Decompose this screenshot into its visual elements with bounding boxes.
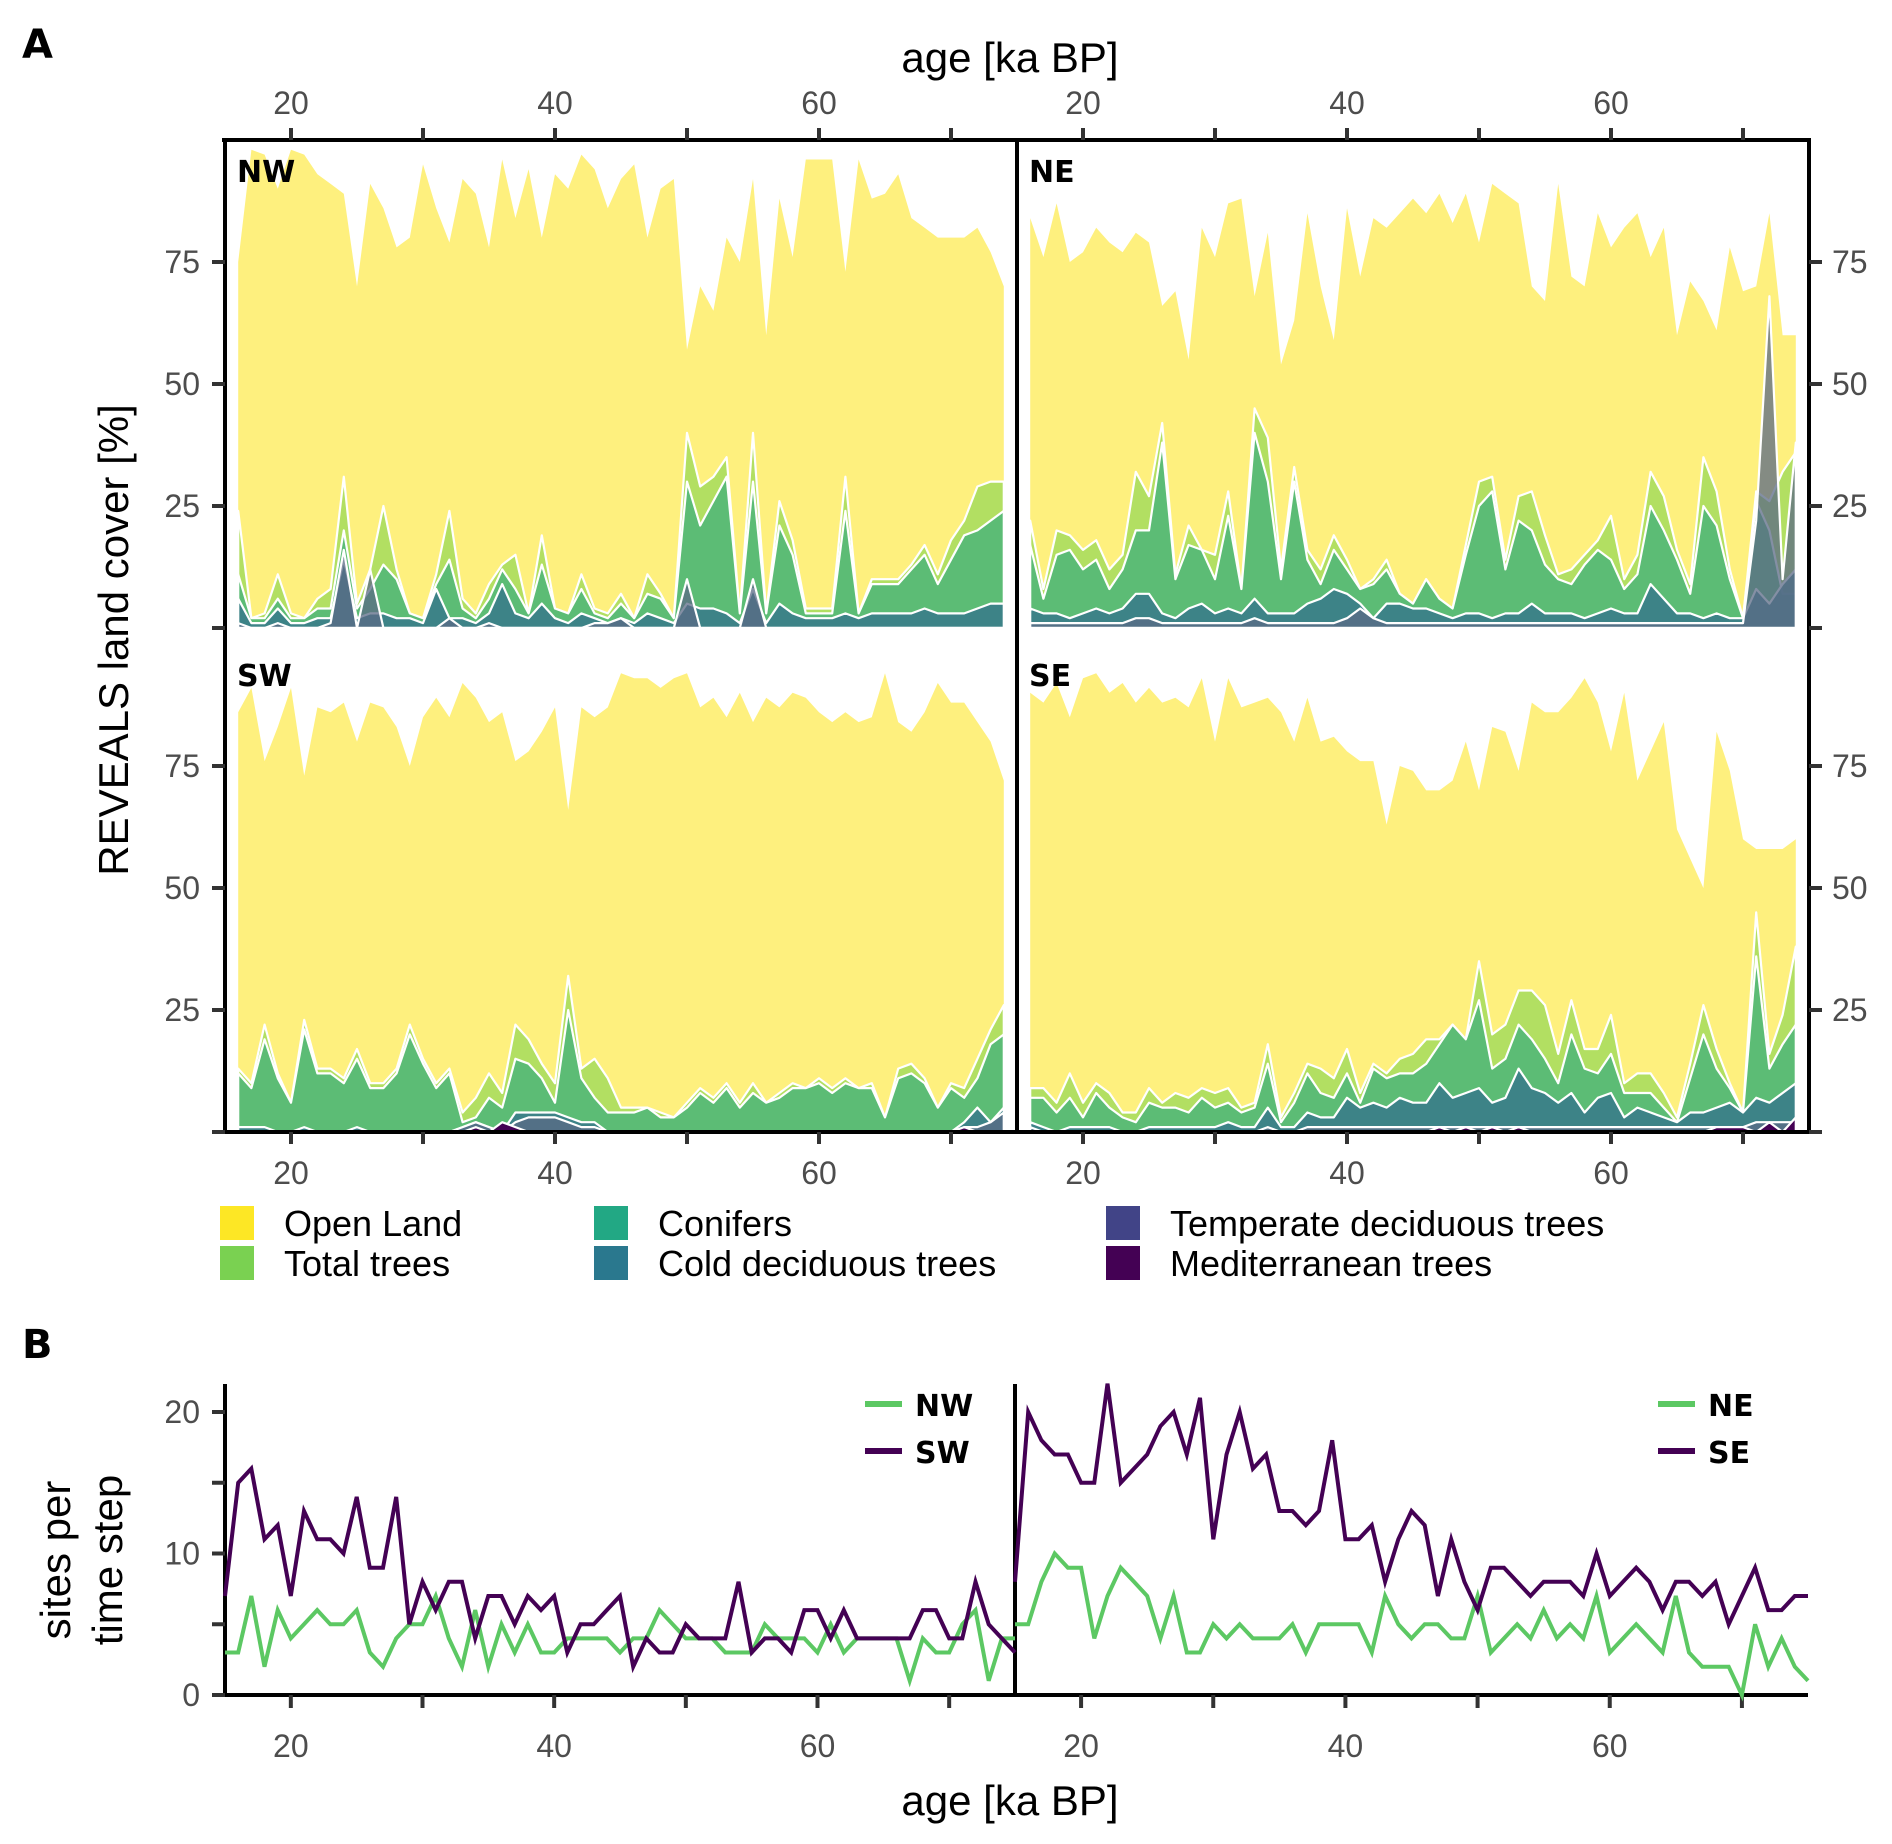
- panel-b-legend-label-sw: SW: [915, 1436, 970, 1471]
- panel-b-x-tick-label: 40: [1328, 1728, 1364, 1764]
- y-tick-label-right: 75: [1832, 748, 1868, 784]
- y-tick-label-left: 50: [164, 870, 200, 906]
- panel-a-y-axis-title: REVEALS land cover [%]: [90, 404, 137, 876]
- legend-label-mediterranean: Mediterranean trees: [1170, 1243, 1492, 1284]
- panel-b-x-axis-title: age [ka BP]: [901, 1777, 1118, 1824]
- y-tick-label-right: 50: [1832, 870, 1868, 906]
- legend-item-total-trees: Total trees: [220, 1243, 450, 1284]
- facet-ne: NE: [1029, 155, 1797, 630]
- panel-a-land-cover: NW NE SW SE 20 20 40 40 60 60 20 20 40 40 60 60 25 25 50 50…: [164, 85, 1867, 1191]
- panel-b-legend-item-ne: NE: [1658, 1389, 1754, 1424]
- y-tick-label-left: 50: [164, 366, 200, 402]
- x-tick-label-top: 60: [801, 85, 837, 121]
- panel-b-y-tick-label: 0: [182, 1677, 200, 1713]
- facet-label-ne: NE: [1029, 155, 1075, 190]
- y-tick-label-left: 25: [164, 992, 200, 1028]
- panel-a-frame: 20 20 40 40 60 60 20 20 40 40 60 60 25 25 50 50 75 75 25 25…: [164, 85, 1867, 1191]
- panel-b-legend-label-nw: NW: [915, 1389, 973, 1424]
- panel-b-x-tick-label: 20: [1063, 1728, 1099, 1764]
- legend-label-total-trees: Total trees: [284, 1243, 450, 1284]
- x-tick-label-top: 40: [537, 85, 573, 121]
- panel-b-y-tick-label: 20: [164, 1394, 200, 1430]
- area-sw-conifers: [237, 1008, 1005, 1134]
- line-se: [1013, 1383, 1808, 1630]
- y-tick-label-right: 75: [1832, 244, 1868, 280]
- x-tick-label-bottom: 20: [273, 1155, 309, 1191]
- panel-b-y-tick-label: 10: [164, 1536, 200, 1572]
- y-tick-label-left: 25: [164, 488, 200, 524]
- panel-b-x-tick-label: 40: [536, 1728, 572, 1764]
- x-tick-label-top: 20: [1065, 85, 1101, 121]
- panel-b-legend-item-nw: NW: [865, 1389, 973, 1424]
- panel-b-x-tick-label: 60: [1592, 1728, 1628, 1764]
- legend-swatch-conifers: [594, 1206, 628, 1240]
- area-se-cold-deciduous: [1029, 1067, 1797, 1134]
- y-tick-label-left: 75: [164, 244, 200, 280]
- panel-b-legend-label-se: SE: [1708, 1436, 1750, 1471]
- panel-a-top-x-axis-title: age [ka BP]: [901, 34, 1118, 81]
- x-tick-label-bottom: 40: [1329, 1155, 1365, 1191]
- area-se-conifers: [1029, 955, 1797, 1134]
- panel-b-x-tick-label: 20: [273, 1728, 309, 1764]
- x-tick-label-top: 60: [1593, 85, 1629, 121]
- area-ne-temperate-deciduous: [1029, 295, 1797, 630]
- x-tick-label-bottom: 20: [1065, 1155, 1101, 1191]
- panel-b-legend-label-ne: NE: [1708, 1389, 1754, 1424]
- facet-se: SE: [1029, 659, 1797, 1134]
- area-ne-open-land: [1030, 183, 1796, 628]
- area-ne-cold-deciduous: [1029, 568, 1797, 630]
- y-tick-label-right: 25: [1832, 488, 1868, 524]
- y-tick-label-right: 25: [1832, 992, 1868, 1028]
- facet-nw: NW: [237, 149, 1005, 630]
- legend-item-temperate-deciduous: Temperate deciduous trees: [1106, 1203, 1604, 1244]
- legend-label-open-land: Open Land: [284, 1203, 462, 1244]
- legend-item-open-land: Open Land: [220, 1203, 462, 1244]
- panel-b-label: B: [22, 1322, 53, 1368]
- panel-b-y-axis-title-line1: sites per: [32, 1481, 79, 1640]
- x-tick-label-top: 40: [1329, 85, 1365, 121]
- legend-label-conifers: Conifers: [658, 1203, 792, 1244]
- legend-label-cold-deciduous: Cold deciduous trees: [658, 1243, 996, 1284]
- panel-b-sites: 0 10 20 20 40 60 NW SW 20 40 60 NE SE: [164, 1383, 1810, 1764]
- y-tick-label-right: 50: [1832, 366, 1868, 402]
- legend-item-conifers: Conifers: [594, 1203, 792, 1244]
- area-nw-open-land: [238, 149, 1004, 629]
- legend-swatch-open-land: [220, 1206, 254, 1240]
- panel-b-facet-west: NW SW: [223, 1389, 1017, 1688]
- legend-item-cold-deciduous: Cold deciduous trees: [594, 1243, 996, 1284]
- panel-b-y-axis-title-line2: time step: [84, 1475, 131, 1645]
- x-tick-label-bottom: 40: [537, 1155, 573, 1191]
- facet-label-sw: SW: [237, 659, 292, 694]
- panel-a-legend: Open Land Conifers Temperate deciduous tre…: [220, 1203, 1604, 1284]
- line-ne: [1015, 1549, 1810, 1702]
- x-tick-label-bottom: 60: [1593, 1155, 1629, 1191]
- legend-label-temperate-deciduous: Temperate deciduous trees: [1170, 1203, 1604, 1244]
- legend-item-mediterranean: Mediterranean trees: [1106, 1243, 1492, 1284]
- y-tick-label-left: 75: [164, 748, 200, 784]
- facet-label-nw: NW: [237, 155, 295, 190]
- area-se-open-land: [1030, 673, 1796, 1132]
- legend-swatch-temperate-deciduous: [1106, 1206, 1140, 1240]
- legend-swatch-total-trees: [220, 1246, 254, 1280]
- facet-label-se: SE: [1029, 659, 1071, 694]
- panel-a-label: A: [22, 22, 53, 68]
- panel-b-legend-item-se: SE: [1658, 1436, 1750, 1471]
- panel-b-x-tick-label: 60: [800, 1728, 836, 1764]
- x-tick-label-bottom: 60: [801, 1155, 837, 1191]
- legend-swatch-mediterranean: [1106, 1246, 1140, 1280]
- line-sw: [223, 1464, 1017, 1674]
- legend-swatch-cold-deciduous: [594, 1246, 628, 1280]
- facet-sw: SW: [237, 659, 1005, 1134]
- panel-b-facet-east: NE SE: [1013, 1383, 1810, 1702]
- panel-b-legend-item-sw: SW: [865, 1436, 970, 1471]
- x-tick-label-top: 20: [273, 85, 309, 121]
- area-sw-open-land: [238, 673, 1004, 1132]
- area-ne-conifers: [1029, 431, 1797, 630]
